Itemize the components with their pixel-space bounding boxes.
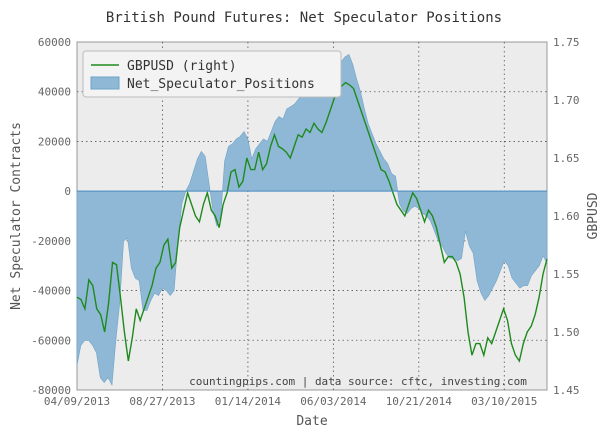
y-tick-label-right: 1.45: [553, 384, 580, 397]
x-tick-label: 03/10/2015: [471, 395, 537, 408]
x-tick-label: 01/14/2014: [215, 395, 282, 408]
legend-swatch-positions: [90, 76, 120, 90]
y-tick-label-right: 1.65: [553, 152, 580, 165]
y-tick-label-left: 60000: [38, 36, 71, 49]
y-tick-label-right: 1.70: [553, 94, 580, 107]
y-tick-label-left: -40000: [31, 285, 71, 298]
right-axis-ticks: 1.75 1.70 1.65 1.60 1.55 1.50 1.45: [553, 36, 580, 397]
source-annotation: countingpips.com | data source: cftc, in…: [189, 375, 527, 388]
gbpusd-line-layer: [76, 81, 548, 363]
y-tick-label-left: -20000: [31, 235, 71, 248]
x-tick-label: 10/21/2014: [386, 395, 453, 408]
y-axis-label-left: Net Speculator Contracts: [9, 122, 24, 310]
x-axis-label: Date: [296, 414, 327, 429]
y-tick-label-left: -80000: [31, 384, 71, 397]
x-tick-label: 06/03/2014: [300, 395, 367, 408]
y-tick-label-left: 20000: [38, 135, 71, 148]
y-tick-label-left: 40000: [38, 86, 71, 99]
y-tick-label-left: -60000: [31, 334, 71, 347]
x-tick-label: 08/27/2013: [129, 395, 195, 408]
y-tick-label-right: 1.60: [553, 210, 580, 223]
y-tick-label-right: 1.55: [553, 268, 580, 281]
gbpusd-line: [76, 81, 548, 363]
x-tick-label: 04/09/2013: [44, 395, 110, 408]
y-tick-label-left: 0: [64, 185, 71, 198]
y-axis-label-right: GBPUSD: [586, 192, 601, 239]
y-tick-label-right: 1.75: [553, 36, 580, 49]
legend-label-gbpusd: GBPUSD (right): [127, 59, 237, 74]
chart-title: British Pound Futures: Net Speculator Po…: [106, 10, 502, 26]
y-tick-label-right: 1.50: [553, 326, 580, 339]
legend: GBPUSD (right) Net_Speculator_Positions: [82, 50, 342, 98]
legend-label-positions: Net_Speculator_Positions: [127, 77, 315, 92]
x-axis-ticks: 04/09/2013 08/27/2013 01/14/2014 06/03/2014…: [44, 395, 538, 408]
legend-box: [82, 50, 342, 98]
left-axis-ticks: 60000 40000 20000 0 -20000 -40000 -60000 -80000: [31, 36, 71, 397]
